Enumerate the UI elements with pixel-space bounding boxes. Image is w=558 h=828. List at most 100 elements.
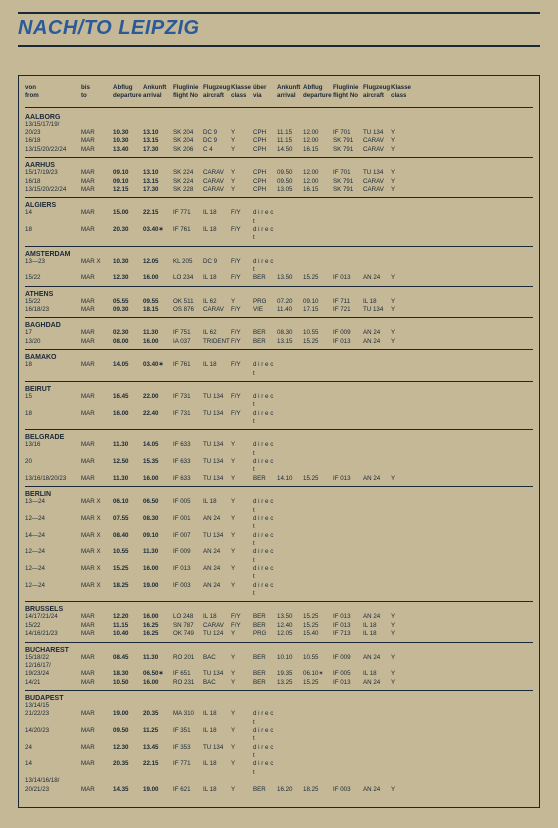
cell: MAR xyxy=(81,786,111,794)
cell: 13/14/15 xyxy=(25,702,79,710)
cell: 22.15 xyxy=(143,209,171,226)
cell: MAR xyxy=(81,129,111,137)
cell: 11.15 xyxy=(277,137,301,145)
cell: F/Y xyxy=(231,274,251,282)
cell xyxy=(363,458,389,475)
cell xyxy=(391,710,411,727)
cell: IF 771 xyxy=(173,760,201,777)
cell: IF 353 xyxy=(173,744,201,761)
cell: 11.25 xyxy=(143,727,171,744)
cell: 10.30 xyxy=(113,129,141,137)
table-row: 14MAR20.3522.15IF 771IL 18Yd i r e c t xyxy=(25,760,533,777)
cell: 20.30 xyxy=(113,226,141,243)
cell: 10.55 xyxy=(303,654,331,662)
cell: Y xyxy=(391,670,411,678)
hdr-from: vonfrom xyxy=(25,84,79,101)
cell: 14.05 xyxy=(143,441,171,458)
cell xyxy=(173,702,201,710)
cell: IF 713 xyxy=(333,630,361,638)
cell: IF 721 xyxy=(333,306,361,314)
cell xyxy=(231,121,251,129)
cell: IF 013 xyxy=(333,475,361,483)
cell: MAR xyxy=(81,178,111,186)
cell: TU 134 xyxy=(203,458,229,475)
cell: OK 511 xyxy=(173,298,201,306)
cell xyxy=(391,565,411,582)
cell: MAR X xyxy=(81,258,111,275)
cell: Y xyxy=(231,186,251,194)
origin-name: BUCHAREST xyxy=(25,647,533,654)
cell xyxy=(113,121,141,129)
cell: Y xyxy=(231,582,251,599)
cell xyxy=(333,121,361,129)
cell: IL 18 xyxy=(203,786,229,794)
cell: 13.15 xyxy=(143,178,171,186)
cell: MAR xyxy=(81,744,111,761)
cell: MAR xyxy=(81,613,111,621)
title-bar: NACH/TO LEIPZIG xyxy=(18,12,540,47)
cell: IL 18 xyxy=(363,630,389,638)
cell: 14.10 xyxy=(277,475,301,483)
cell: SK 204 xyxy=(173,129,201,137)
cell: 22.40 xyxy=(143,410,171,427)
cell xyxy=(303,410,331,427)
cell: MAR X xyxy=(81,582,111,599)
cell: TU 134 xyxy=(203,410,229,427)
cell: Y xyxy=(391,178,411,186)
cell: BER xyxy=(253,274,275,282)
cell: 18 xyxy=(25,410,79,427)
cell: MAR xyxy=(81,209,111,226)
table-row: 13/14/15 xyxy=(25,702,533,710)
cell: LO 234 xyxy=(173,274,201,282)
cell xyxy=(363,710,389,727)
cell: 15.40 xyxy=(303,630,331,638)
cell xyxy=(391,662,411,670)
cell: 12.30 xyxy=(113,274,141,282)
cell: AN 24 xyxy=(203,565,229,582)
cell: 22.15 xyxy=(143,760,171,777)
cell: 13/15/20/22/24 xyxy=(25,186,79,194)
cell xyxy=(391,226,411,243)
cell xyxy=(391,727,411,744)
cell: BAC xyxy=(203,654,229,662)
cell: 08.00 xyxy=(113,338,141,346)
cell: IF 009 xyxy=(333,329,361,337)
cell xyxy=(303,710,331,727)
cell: SK 204 xyxy=(173,137,201,145)
cell: Y xyxy=(391,622,411,630)
cell: MA 310 xyxy=(173,710,201,727)
cell: MAR xyxy=(81,306,111,314)
table-row: 13/14/16/18/ xyxy=(25,777,533,785)
cell: 11.15 xyxy=(113,622,141,630)
origin-block: BRUSSELS14/17/21/24MAR12.2016.00LO 248IL… xyxy=(25,606,533,642)
cell: 09.10 xyxy=(143,532,171,549)
cell xyxy=(363,727,389,744)
cell: 16.00 xyxy=(143,475,171,483)
cell: TU 134 xyxy=(203,475,229,483)
cell: MAR xyxy=(81,361,111,378)
cell xyxy=(391,361,411,378)
cell: d i r e c t xyxy=(253,498,275,515)
cell: 03.40✶ xyxy=(143,361,171,378)
cell: BER xyxy=(253,613,275,621)
cell: Y xyxy=(231,178,251,186)
cell: 19/23/24 xyxy=(25,670,79,678)
cell: 17.30 xyxy=(143,186,171,194)
cell: 14—24 xyxy=(25,532,79,549)
cell xyxy=(333,515,361,532)
cell: 15.25 xyxy=(303,679,331,687)
cell xyxy=(391,777,411,785)
cell: 12—24 xyxy=(25,515,79,532)
cell: Y xyxy=(391,137,411,145)
cell: 10.55 xyxy=(303,329,331,337)
cell: IF 351 xyxy=(173,727,201,744)
cell: 10.30 xyxy=(113,137,141,145)
cell: 08.40 xyxy=(113,532,141,549)
cell xyxy=(391,760,411,777)
cell xyxy=(303,727,331,744)
cell: d i r e c t xyxy=(253,458,275,475)
cell: IF 013 xyxy=(333,622,361,630)
cell xyxy=(303,777,331,785)
cell: d i r e c t xyxy=(253,532,275,549)
cell: IF 009 xyxy=(333,654,361,662)
